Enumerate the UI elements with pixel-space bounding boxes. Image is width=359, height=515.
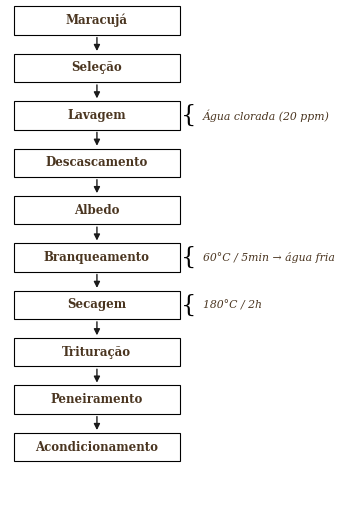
Text: Albedo: Albedo (74, 203, 120, 217)
Text: 60°C / 5min → água fria: 60°C / 5min → água fria (203, 252, 335, 263)
Text: Acondicionamento: Acondicionamento (36, 440, 158, 454)
FancyBboxPatch shape (14, 7, 180, 35)
Text: Água clorada (20 ppm): Água clorada (20 ppm) (203, 109, 330, 122)
FancyBboxPatch shape (14, 338, 180, 367)
Text: Descascamento: Descascamento (46, 156, 148, 169)
FancyBboxPatch shape (14, 101, 180, 129)
Text: Seleção: Seleção (71, 61, 122, 75)
FancyBboxPatch shape (14, 54, 180, 82)
FancyBboxPatch shape (14, 291, 180, 319)
Text: {: { (181, 246, 196, 269)
Text: Trituração: Trituração (62, 346, 131, 359)
Text: Peneiramento: Peneiramento (51, 393, 143, 406)
Text: {: { (181, 104, 196, 127)
Text: {: { (181, 294, 196, 316)
FancyBboxPatch shape (14, 385, 180, 414)
FancyBboxPatch shape (14, 196, 180, 225)
Text: Lavagem: Lavagem (67, 109, 126, 122)
FancyBboxPatch shape (14, 433, 180, 461)
Text: Secagem: Secagem (67, 298, 126, 312)
Text: Maracujá: Maracujá (66, 14, 128, 27)
Text: Branqueamento: Branqueamento (44, 251, 150, 264)
FancyBboxPatch shape (14, 244, 180, 272)
Text: 180°C / 2h: 180°C / 2h (203, 300, 262, 310)
FancyBboxPatch shape (14, 148, 180, 177)
